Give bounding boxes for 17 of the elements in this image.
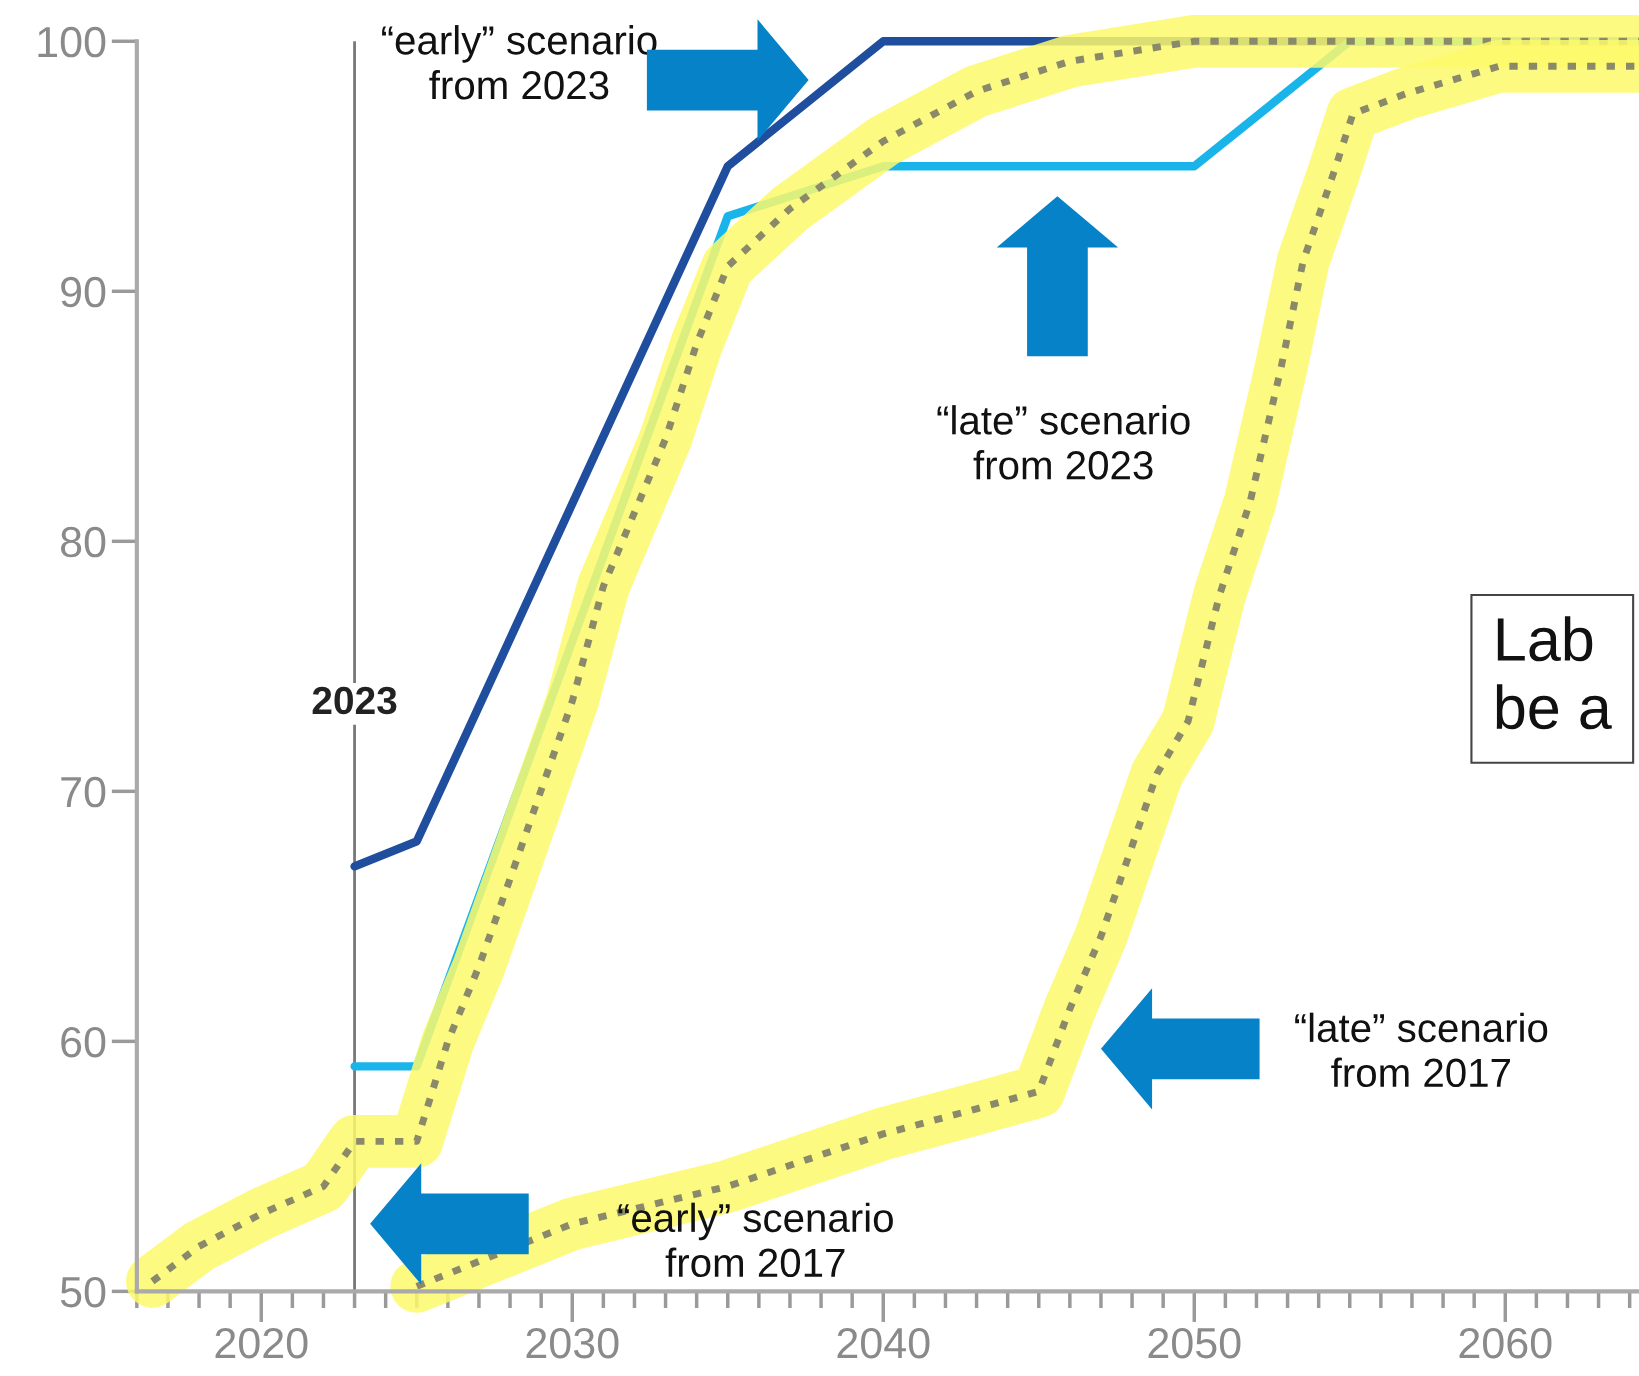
y-tick-label: 70: [61, 776, 106, 808]
x-tick-label: 2040: [837, 1327, 930, 1359]
annotation: “late” scenario from 2023: [937, 405, 1190, 480]
x-tick-label: 2060: [1459, 1327, 1552, 1359]
y-tick-label: 100: [38, 26, 106, 58]
annotation: Lab be a: [1496, 616, 1612, 730]
annotation: “late” scenario from 2017: [1295, 1012, 1548, 1088]
y-tick-label: 60: [61, 1026, 106, 1058]
annotation: “early” scenario from 2023: [382, 25, 657, 100]
ref-line-label: 2023: [312, 686, 397, 715]
x-tick-label: 2050: [1148, 1327, 1241, 1359]
y-tick-label: 90: [61, 276, 106, 308]
y-tick-label: 50: [60, 1276, 106, 1308]
annotation: “early” scenario from 2017: [618, 1202, 893, 1278]
x-tick-label: 2020: [215, 1327, 308, 1359]
y-tick-label: 80: [60, 526, 106, 558]
x-tick-label: 2030: [526, 1327, 619, 1359]
